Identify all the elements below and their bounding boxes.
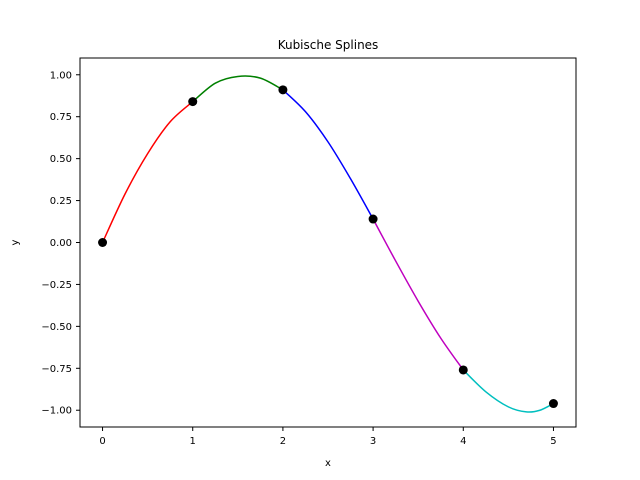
spline-segment-3 <box>282 89 374 220</box>
y-axis-label: y <box>10 239 21 245</box>
x-axis-label: x <box>325 458 331 469</box>
axes-frame <box>79 57 577 428</box>
knot-point <box>98 238 108 247</box>
y-tick-label: 0.25 <box>50 196 72 207</box>
spline-segment-5 <box>462 369 555 413</box>
y-tick-label: −1.00 <box>41 406 72 417</box>
x-tick-label: 1 <box>190 436 196 447</box>
knot-point <box>188 97 198 107</box>
knot-point <box>278 85 288 95</box>
x-tick-label: 2 <box>280 436 286 447</box>
knot-point <box>368 214 378 224</box>
y-tick-label: 1.00 <box>50 70 72 81</box>
plot-area: 0 1 2 3 4 5 −1.00 −0.75 −0.50 −0.25 0.00 0.25 0.50 0.… <box>41 70 558 447</box>
spline-segment-1 <box>101 100 194 244</box>
y-tick-label: 0.00 <box>50 238 72 249</box>
x-tick-label: 3 <box>370 436 376 447</box>
y-tick-label: 0.50 <box>50 154 72 165</box>
spline-segment-2 <box>191 75 284 103</box>
x-tick-label: 0 <box>99 436 105 447</box>
y-tick-label: 0.75 <box>50 112 72 123</box>
spline-segment-4 <box>372 218 465 371</box>
knot-point <box>458 365 468 375</box>
chart-title: Kubische Splines <box>278 38 379 52</box>
knot-point <box>548 399 558 409</box>
y-tick-label: −0.50 <box>41 322 72 333</box>
y-tick-label: −0.25 <box>41 280 72 291</box>
x-tick-label: 4 <box>460 436 466 447</box>
y-tick-label: −0.75 <box>41 364 72 375</box>
x-tick-label: 5 <box>550 436 556 447</box>
